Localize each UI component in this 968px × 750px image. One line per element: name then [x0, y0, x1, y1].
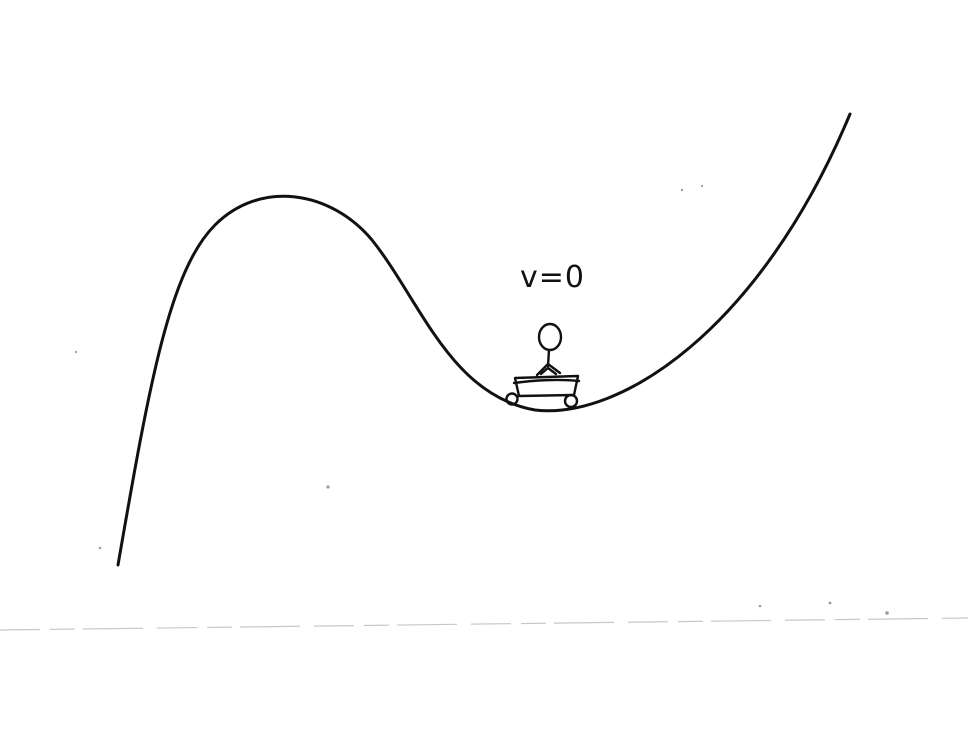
scan-speck	[700, 184, 704, 188]
cart-wheel-left	[505, 392, 519, 406]
cart	[505, 374, 581, 409]
cart-wheel-right	[563, 393, 579, 409]
scan-artifact-line	[0, 617, 968, 631]
scan-speck	[680, 188, 684, 192]
rider	[535, 322, 563, 377]
rider-torso	[539, 366, 558, 376]
scan-speck	[74, 350, 78, 354]
track-curve	[116, 112, 852, 567]
cart-rim	[512, 378, 581, 385]
scan-speck	[758, 604, 762, 608]
rider-arms	[535, 362, 562, 377]
scan-speck	[828, 601, 832, 605]
rider-head	[537, 322, 563, 352]
velocity-label: v=0	[520, 260, 585, 295]
scan-speck	[885, 611, 889, 615]
scan-speck	[326, 485, 330, 489]
scan-speck	[98, 546, 102, 550]
